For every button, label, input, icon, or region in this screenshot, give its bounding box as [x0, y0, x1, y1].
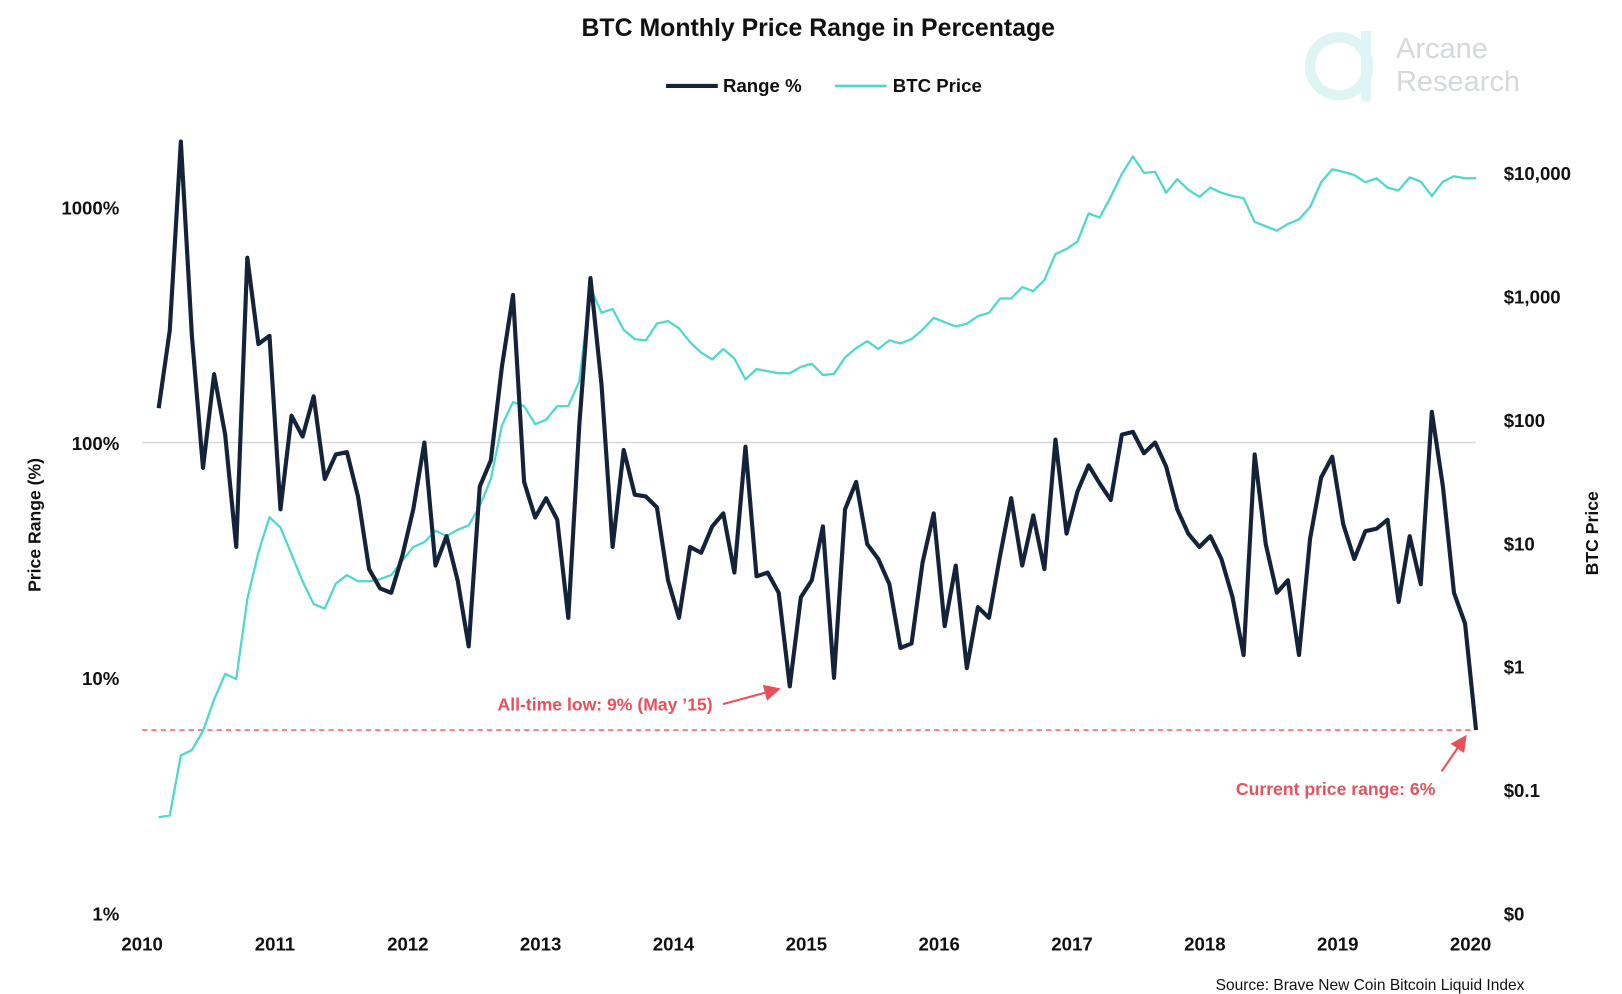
- x-axis-ticks: 2010 2011 2012 2013 2014 2015 2016 2017 2018 2019…: [121, 934, 1491, 955]
- series-line-range: [156, 139, 1479, 731]
- right-tick-label: $10,000: [1504, 163, 1571, 184]
- right-axis-label: BTC Price: [1582, 491, 1602, 575]
- x-tick-label: 2011: [255, 934, 295, 955]
- x-tick-label: 2013: [520, 934, 561, 955]
- chart-title: BTC Monthly Price Range in Percentage: [581, 15, 1055, 42]
- logo-mark-bar: [1360, 31, 1372, 102]
- right-tick-label: $1,000: [1504, 287, 1561, 308]
- right-tick-label: $0: [1504, 903, 1525, 924]
- left-tick-label: 1000%: [61, 197, 119, 218]
- left-tick-label: 1%: [92, 903, 119, 924]
- x-tick-label: 2018: [1184, 934, 1225, 955]
- right-tick-label: $0.1: [1504, 780, 1540, 801]
- left-axis-ticks: 1% 10% 100% 1000%: [61, 197, 119, 924]
- annotation-all-time-low-arrow: [722, 684, 781, 706]
- right-tick-label: $10: [1504, 533, 1535, 554]
- legend-label-range: Range %: [723, 75, 802, 96]
- right-axis-ticks: $0 $0.1 $1 $10 $100 $1,000 $10,000: [1504, 163, 1571, 924]
- right-tick-label: $100: [1504, 410, 1545, 431]
- right-tick-label: $1: [1504, 657, 1525, 678]
- left-axis-label: Price Range (%): [25, 458, 45, 592]
- legend: Range % BTC Price: [666, 75, 982, 96]
- x-tick-label: 2020: [1450, 934, 1491, 955]
- annotation-current-range-arrow: [1440, 734, 1467, 772]
- left-tick-label: 10%: [82, 668, 120, 689]
- series-group: [156, 139, 1479, 819]
- logo: Arcane Research: [1304, 31, 1520, 102]
- left-tick-label: 100%: [72, 433, 120, 454]
- x-tick-label: 2016: [918, 934, 959, 955]
- x-tick-label: 2014: [653, 934, 695, 955]
- x-tick-label: 2015: [786, 934, 827, 955]
- logo-text-line2: Research: [1396, 66, 1520, 98]
- annotation-all-time-low-text: All-time low: 9% (May ’15): [498, 694, 713, 714]
- logo-text-line1: Arcane: [1396, 33, 1488, 65]
- source-note: Source: Brave New Coin Bitcoin Liquid In…: [1216, 977, 1525, 994]
- annotation-current-range-text: Current price range: 6%: [1236, 779, 1436, 799]
- x-tick-label: 2017: [1051, 934, 1092, 955]
- annotation-current-range: Current price range: 6%: [1236, 734, 1467, 799]
- series-line-btc-price: [158, 155, 1477, 819]
- annotation-all-time-low: All-time low: 9% (May ’15): [498, 684, 781, 714]
- logo-mark: [1304, 32, 1374, 101]
- x-tick-label: 2010: [121, 934, 162, 955]
- x-tick-label: 2012: [387, 934, 428, 955]
- x-tick-label: 2019: [1317, 934, 1358, 955]
- legend-label-price: BTC Price: [893, 75, 982, 96]
